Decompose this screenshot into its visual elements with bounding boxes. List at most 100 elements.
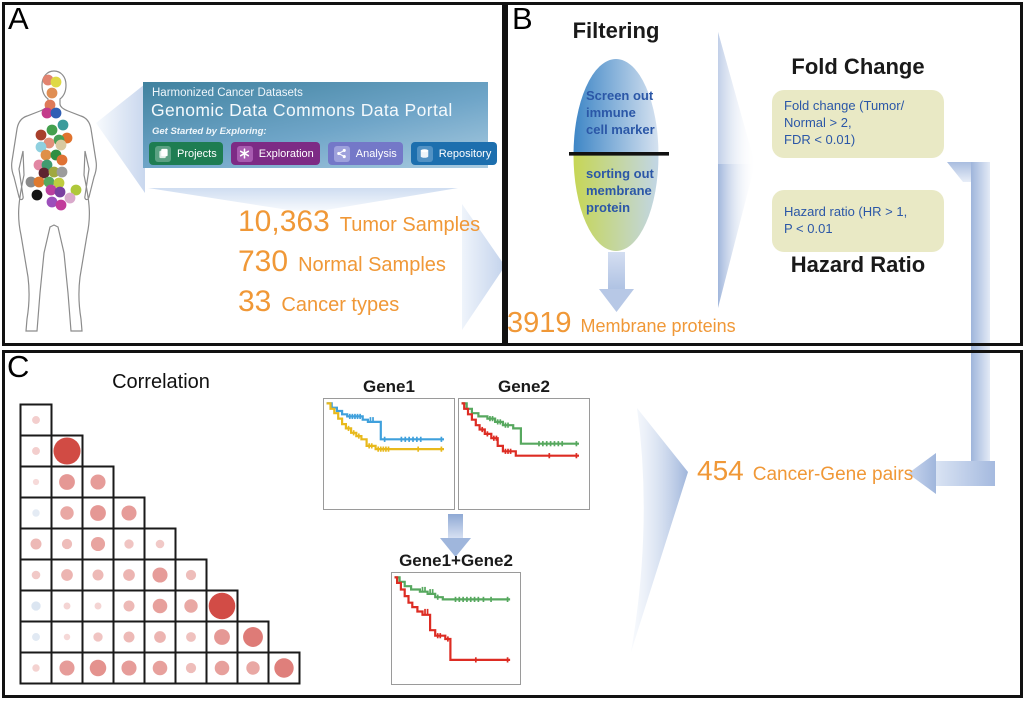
gdc-button-label: Exploration bbox=[258, 147, 314, 160]
cancer-type-dot bbox=[54, 186, 66, 198]
arrow-filter-to-criteria-highlight bbox=[718, 32, 755, 164]
gdc-button-analysis[interactable]: Analysis bbox=[327, 142, 403, 165]
gdc-button-label: Analysis bbox=[355, 147, 397, 160]
gdc-button-label: Projects bbox=[177, 147, 217, 160]
correlation-bubble bbox=[243, 627, 263, 647]
filter-ellipse-top-half bbox=[573, 59, 659, 156]
stat-normal-samples: 730 Normal Samples bbox=[238, 245, 480, 279]
correlation-cell bbox=[205, 651, 239, 685]
normal-samples-label: Normal Samples bbox=[298, 254, 446, 276]
panel-a-label: A bbox=[8, 1, 29, 36]
arrow-card-to-body bbox=[96, 84, 145, 193]
correlation-bubble bbox=[214, 660, 230, 676]
correlation-bubble bbox=[123, 600, 135, 612]
correlation-bubble bbox=[152, 567, 168, 583]
correlation-cell bbox=[50, 620, 84, 654]
arrow-stats-to-panel-b bbox=[462, 204, 505, 330]
tumor-samples-value: 10,363 bbox=[238, 205, 330, 238]
membrane-protein-label: Membrane proteins bbox=[580, 316, 736, 336]
gdc-subtitle: Get Started by Exploring: bbox=[152, 126, 267, 137]
gdc-portal-title: Genomic Data Commons Data Portal bbox=[151, 100, 453, 120]
cancer-type-dot bbox=[46, 196, 58, 208]
cancer-type-dot bbox=[45, 184, 57, 196]
correlation-bubble-matrix bbox=[19, 403, 301, 685]
correlation-bubble bbox=[63, 602, 71, 610]
repository-database-icon bbox=[416, 145, 433, 162]
correlation-cell bbox=[143, 527, 177, 561]
pipe-arrow-head bbox=[908, 453, 936, 494]
dataset-stats: 10,363 Tumor Samples 730 Normal Samples … bbox=[238, 205, 480, 319]
correlation-bubble bbox=[185, 569, 197, 581]
correlation-bubble bbox=[90, 474, 106, 490]
cancer-type-dot bbox=[57, 119, 69, 131]
cancer-type-dot bbox=[70, 184, 82, 196]
correlation-bubble bbox=[121, 505, 137, 521]
cancer-type-dot bbox=[50, 107, 62, 119]
fold-change-criteria-box: Fold change (Tumor/ Normal > 2, FDR < 0.… bbox=[772, 90, 944, 158]
correlation-bubble bbox=[61, 538, 73, 550]
hazard-ratio-criteria-box: Hazard ratio (HR > 1, P < 0.01 bbox=[772, 190, 944, 252]
cancer-type-dot bbox=[38, 167, 50, 179]
gene2-survival-plot bbox=[458, 398, 590, 510]
correlation-bubble bbox=[90, 505, 106, 521]
gdc-button-exploration[interactable]: Exploration bbox=[230, 142, 320, 165]
pipe-arrow-vertical bbox=[971, 162, 990, 486]
gdc-button-projects[interactable]: Projects bbox=[149, 142, 223, 165]
correlation-cell bbox=[19, 403, 53, 437]
cancer-types-value: 33 bbox=[238, 285, 272, 318]
gene1-title: Gene1 bbox=[363, 377, 415, 396]
cancer-type-dot bbox=[35, 141, 47, 153]
tumor-samples-label: Tumor Samples bbox=[339, 214, 481, 236]
correlation-cell bbox=[19, 434, 53, 468]
cancer-gene-pairs-result: 454 Cancer-Gene pairs bbox=[697, 455, 913, 487]
cancer-type-dot bbox=[56, 166, 68, 178]
correlation-bubble bbox=[32, 478, 40, 486]
fold-change-criteria-text: Fold change (Tumor/ Normal > 2, FDR < 0.… bbox=[784, 98, 905, 147]
correlation-bubble bbox=[89, 659, 107, 677]
panel-c-label: C bbox=[7, 349, 30, 384]
correlation-bubble bbox=[30, 538, 42, 550]
cancer-type-dot bbox=[53, 177, 65, 189]
correlation-bubble bbox=[246, 661, 260, 675]
cancer-type-dot bbox=[41, 107, 53, 119]
correlation-bubble bbox=[32, 509, 40, 517]
correlation-bubble bbox=[184, 599, 198, 613]
analysis-share-icon bbox=[333, 145, 350, 162]
membrane-protein-result: 3919 Membrane proteins bbox=[507, 307, 736, 340]
correlation-bubble bbox=[208, 592, 236, 620]
gene1-plus-gene2-title: Gene1+Gene2 bbox=[399, 551, 513, 570]
correlation-bubble bbox=[152, 598, 168, 614]
correlation-bubble bbox=[154, 631, 166, 643]
filter-ellipse-divider bbox=[569, 152, 669, 156]
arrow-genes-to-combined-stem bbox=[448, 514, 463, 538]
cancer-type-dot bbox=[56, 154, 68, 166]
filter-step-membrane-protein: sorting out membrane protein bbox=[586, 166, 654, 215]
cancer-type-dot bbox=[35, 129, 47, 141]
gdc-button-repository[interactable]: Repository bbox=[410, 142, 498, 165]
correlation-bubble bbox=[31, 601, 41, 611]
cancer-type-dot bbox=[33, 176, 45, 188]
correlation-bubble bbox=[93, 632, 103, 642]
km-curve-group-high bbox=[461, 402, 579, 445]
correlation-bubble bbox=[63, 633, 71, 641]
correlation-bubble bbox=[152, 660, 168, 676]
gdc-button-label: Repository bbox=[438, 147, 492, 160]
hazard-ratio-heading: Hazard Ratio bbox=[790, 252, 926, 277]
cancer-type-dot bbox=[43, 137, 55, 149]
correlation-bubble bbox=[186, 632, 196, 642]
fold-change-heading: Fold Change bbox=[791, 54, 925, 79]
correlation-bubble bbox=[274, 658, 294, 678]
cancer-type-dots bbox=[25, 74, 82, 211]
cancer-type-dot bbox=[25, 176, 37, 188]
correlation-bubble bbox=[32, 416, 40, 424]
cancer-types-label: Cancer types bbox=[281, 294, 400, 316]
correlation-bubble bbox=[61, 569, 73, 581]
cancer-type-dot bbox=[33, 159, 45, 171]
gene1-plus-gene2-survival-plot bbox=[391, 572, 521, 685]
correlation-bubble bbox=[32, 633, 40, 641]
cancer-type-dot bbox=[55, 139, 67, 151]
cancer-type-dot bbox=[46, 87, 58, 99]
correlation-cell bbox=[143, 620, 177, 654]
